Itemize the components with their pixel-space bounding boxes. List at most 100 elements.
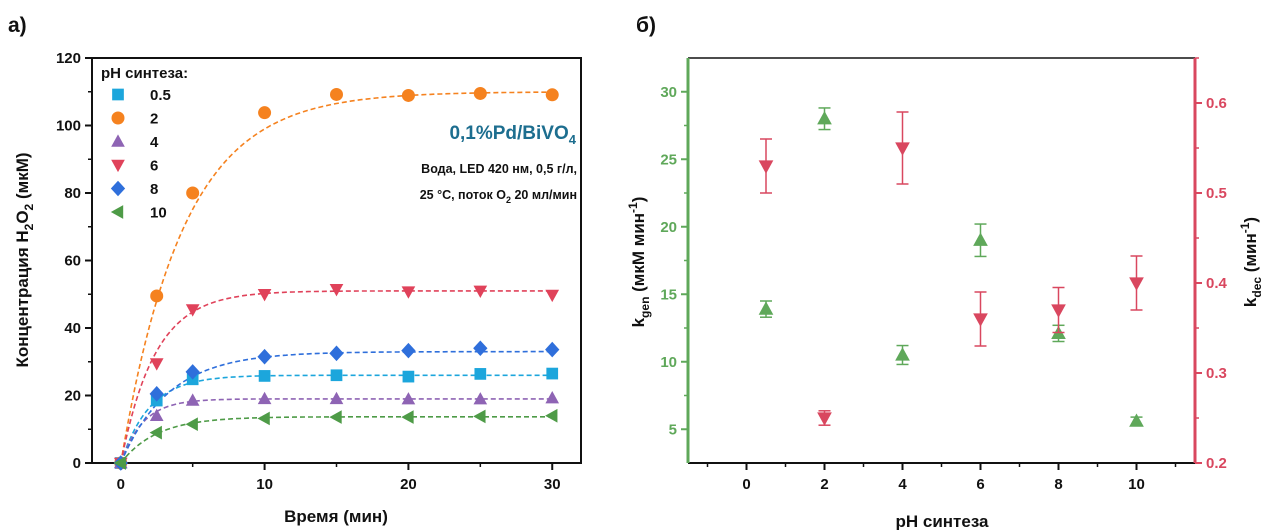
data-point-ph-0.5 <box>258 370 271 382</box>
data-point-ph-4 <box>185 393 200 406</box>
left-y-tick-label: 10 <box>660 354 677 371</box>
fit-curve-ph-4 <box>120 398 553 464</box>
legend-marker-ph-10 <box>110 205 124 219</box>
fit-curve-ph-2 <box>120 91 553 464</box>
legend-marker-ph-0.5 <box>112 88 124 101</box>
legend-marker-ph-4 <box>111 134 125 147</box>
k-gen-point <box>817 111 832 125</box>
k-gen-point <box>973 232 988 246</box>
legend-label: 2 <box>150 111 158 128</box>
fit-curve-ph-10 <box>120 416 553 464</box>
data-point-ph-4 <box>149 408 164 421</box>
y-tick-label: 100 <box>56 118 81 135</box>
right-y-tick-label: 0.2 <box>1206 455 1227 472</box>
k-gen-point <box>1129 413 1144 427</box>
data-point-ph-4 <box>329 391 344 405</box>
k-gen-point <box>895 347 910 361</box>
data-point-ph-6 <box>401 286 416 299</box>
data-point-ph-10 <box>329 410 342 424</box>
k-dec-point <box>973 313 988 327</box>
chart-a-ylabel: Концентрация H2O2 (мкМ) <box>13 152 36 367</box>
right-y-tick-label: 0.4 <box>1206 275 1228 292</box>
data-point-ph-6 <box>473 285 488 299</box>
k-dec-point <box>758 160 774 174</box>
chart-b-ticks: 0 2 4 6 8 10 5 10 15 20 25 30 0.2 0.3 0.4 0.5 0.6 <box>660 57 1228 493</box>
y-tick-label: 80 <box>64 185 81 202</box>
data-point-ph-4 <box>257 391 272 405</box>
data-point-ph-10 <box>257 411 270 426</box>
left-y-tick-label: 20 <box>660 219 677 236</box>
data-point-ph-0.5 <box>474 368 487 380</box>
data-point-ph-8 <box>149 386 164 402</box>
legend-marker-ph-6 <box>111 159 125 173</box>
chart-b-points <box>758 107 1144 427</box>
data-point-ph-6 <box>545 289 560 303</box>
data-point-ph-8 <box>401 342 416 359</box>
chart-b-ylabel-right: kdec (мин-1) <box>1238 217 1264 307</box>
chart-a-xlabel: Время (мин) <box>284 507 388 526</box>
legend-label: 8 <box>150 181 158 198</box>
legend-label: 10 <box>150 205 167 222</box>
legend-label: 0.5 <box>150 87 171 104</box>
chart-a-annotation: 0,1%Pd/BiVO4 Вода, LED 420 нм, 0,5 г/л, … <box>420 123 577 205</box>
data-point-ph-0.5 <box>330 369 343 382</box>
data-point-ph-2 <box>186 186 200 200</box>
data-point-ph-8 <box>185 364 200 380</box>
data-point-ph-2 <box>401 88 415 102</box>
data-point-ph-6 <box>149 358 164 371</box>
x-tick-label: 10 <box>1128 476 1145 493</box>
k-dec-point <box>1051 304 1066 318</box>
y-tick-label: 60 <box>64 253 81 270</box>
right-y-tick-label: 0.6 <box>1206 95 1227 112</box>
left-y-tick-label: 25 <box>660 151 677 168</box>
right-y-tick-label: 0.5 <box>1206 185 1227 202</box>
x-tick-label: 4 <box>898 476 907 493</box>
chart-b: 0 2 4 6 8 10 5 10 15 20 25 30 0.2 0.3 0.4 0.5 0.6 kgen (… <box>626 57 1264 530</box>
data-point-ph-2 <box>258 106 272 120</box>
data-point-ph-8 <box>473 340 488 357</box>
chart-b-xlabel: pH синтеза <box>895 512 989 530</box>
data-point-ph-2 <box>330 87 343 101</box>
legend-title: pH синтеза: <box>101 65 188 82</box>
x-tick-label: 30 <box>544 476 561 493</box>
data-point-ph-2 <box>545 88 559 102</box>
conditions-line-2: 25 °C, поток O2 20 мл/мин <box>420 188 577 205</box>
data-point-ph-10 <box>149 425 162 440</box>
data-point-ph-10 <box>473 409 486 424</box>
data-point-ph-10 <box>185 417 198 432</box>
chart-a-fit-curves <box>120 91 553 464</box>
data-point-ph-2 <box>150 289 164 303</box>
conditions-line-1: Вода, LED 420 нм, 0,5 г/л, <box>421 162 577 176</box>
chart-a-legend: pH синтеза: 0.5 2 4 6 8 10 <box>101 65 188 222</box>
legend-label: 4 <box>150 134 159 151</box>
x-tick-label: 0 <box>117 476 125 493</box>
y-tick-label: 20 <box>64 388 81 405</box>
x-tick-label: 20 <box>400 476 417 493</box>
left-y-tick-label: 15 <box>660 286 677 303</box>
legend-label: 6 <box>150 158 158 175</box>
chart-a-ticks: 0 10 20 30 0 20 40 60 80 100 120 <box>56 50 561 493</box>
chart-a: 0 10 20 30 0 20 40 60 80 100 120 Концентрация H2O2… <box>13 50 582 526</box>
chart-b-ylabel-left: kgen (мкМ мин-1) <box>626 197 652 328</box>
y-tick-label: 40 <box>64 320 81 337</box>
legend-marker-ph-8 <box>110 180 126 197</box>
panel-b-letter: б) <box>636 14 656 37</box>
right-y-tick-label: 0.3 <box>1206 365 1227 382</box>
data-point-ph-4 <box>473 392 488 405</box>
data-point-ph-4 <box>545 391 560 404</box>
data-point-ph-6 <box>329 283 344 297</box>
x-tick-label: 0 <box>742 476 750 493</box>
data-point-ph-0.5 <box>402 370 415 383</box>
y-tick-label: 120 <box>56 50 81 67</box>
left-y-tick-label: 5 <box>669 421 677 438</box>
fit-curve-ph-8 <box>120 350 553 464</box>
data-point-ph-10 <box>113 456 126 470</box>
data-point-ph-6 <box>185 304 200 317</box>
data-point-ph-8 <box>257 348 272 365</box>
chart-a-points <box>113 86 560 471</box>
data-point-ph-10 <box>545 408 558 423</box>
data-point-ph-4 <box>401 392 416 405</box>
data-point-ph-2 <box>473 86 487 100</box>
data-point-ph-6 <box>257 289 272 302</box>
